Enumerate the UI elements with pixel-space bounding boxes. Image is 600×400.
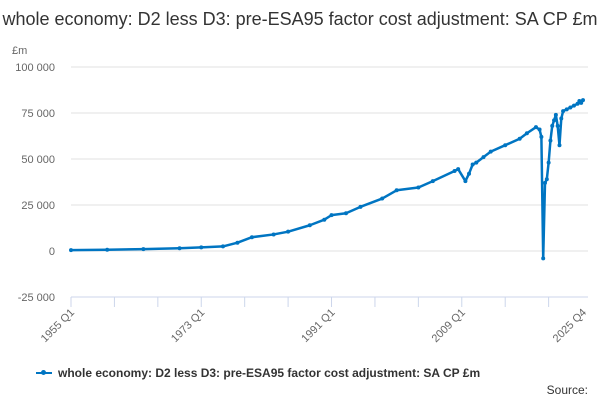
source-label: Source: xyxy=(546,383,588,397)
data-point xyxy=(452,168,457,173)
data-point xyxy=(467,171,472,176)
y-tick-label: -25 000 xyxy=(18,292,55,304)
data-point xyxy=(249,235,254,240)
data-point xyxy=(488,149,493,154)
y-axis-unit: £m xyxy=(12,45,28,57)
data-point xyxy=(541,256,546,261)
data-point xyxy=(322,217,327,222)
data-point xyxy=(537,127,542,132)
data-point xyxy=(343,211,348,216)
data-point xyxy=(503,143,508,148)
data-point xyxy=(69,248,73,253)
data-point xyxy=(474,160,479,165)
data-point xyxy=(552,118,557,123)
data-point xyxy=(286,229,291,234)
data-point xyxy=(329,213,334,218)
x-tick-label: 2009 Q1 xyxy=(430,307,468,345)
data-point xyxy=(543,180,548,185)
y-tick-label: 0 xyxy=(49,246,55,258)
data-point xyxy=(568,105,573,110)
data-point xyxy=(533,125,538,130)
data-point xyxy=(559,116,564,121)
data-point xyxy=(307,223,312,228)
x-tick-label: 2025 Q4 xyxy=(551,307,589,345)
data-point xyxy=(561,109,566,114)
data-point xyxy=(456,167,461,172)
data-point xyxy=(463,179,468,184)
data-point xyxy=(358,204,363,209)
legend-swatch xyxy=(36,370,52,375)
data-point xyxy=(416,185,421,190)
data-point xyxy=(271,232,276,237)
data-point xyxy=(550,123,555,128)
y-tick-label: 25 000 xyxy=(21,200,55,212)
data-point xyxy=(235,240,240,245)
data-point xyxy=(571,103,576,108)
data-point xyxy=(380,196,385,201)
data-point xyxy=(524,131,529,136)
data-point xyxy=(481,155,486,160)
data-point xyxy=(517,136,522,141)
data-point xyxy=(564,107,569,112)
data-point xyxy=(548,138,553,143)
data-point xyxy=(394,188,399,193)
data-point xyxy=(546,160,551,165)
data-point xyxy=(557,143,562,148)
data-point xyxy=(555,123,560,128)
series-line xyxy=(70,99,585,260)
data-point xyxy=(470,162,475,167)
data-point xyxy=(199,245,204,250)
y-tick-label: 50 000 xyxy=(21,154,55,166)
x-tick-label: 1991 Q1 xyxy=(299,307,337,345)
data-point xyxy=(177,246,182,251)
data-point xyxy=(581,98,585,103)
x-tick-label: 1973 Q1 xyxy=(169,307,207,345)
legend-label: whole economy: D2 less D3: pre-ESA95 fac… xyxy=(58,366,481,380)
data-point xyxy=(141,247,146,252)
data-point xyxy=(544,177,549,182)
data-point xyxy=(105,247,110,252)
data-point xyxy=(539,134,544,139)
legend[interactable]: whole economy: D2 less D3: pre-ESA95 fac… xyxy=(36,366,480,380)
x-tick-label: 1955 Q1 xyxy=(39,307,77,345)
data-point xyxy=(220,244,225,249)
data-point xyxy=(430,179,435,184)
data-point xyxy=(553,112,558,117)
chart-title: whole economy: D2 less D3: pre-ESA95 fac… xyxy=(2,9,598,29)
y-tick-label: 100 000 xyxy=(15,62,55,74)
y-tick-label: 75 000 xyxy=(21,108,55,120)
